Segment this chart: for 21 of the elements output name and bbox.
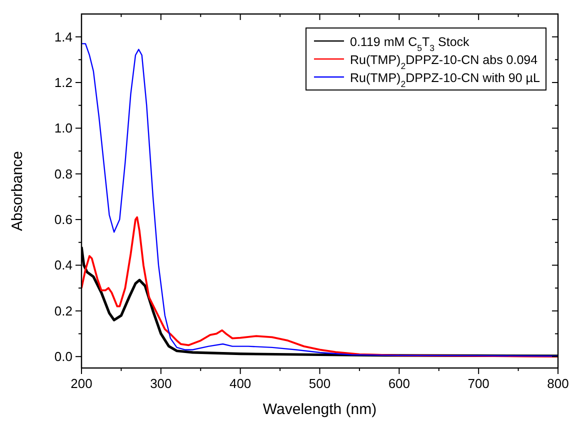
y-tick-label: 1.0 <box>54 120 72 136</box>
y-tick-label: 0.4 <box>54 258 72 273</box>
y-tick-label: 1.4 <box>54 29 72 44</box>
x-tick-label: 700 <box>468 376 490 391</box>
x-tick-label: 800 <box>547 376 569 391</box>
y-tick-label: 1.2 <box>54 75 72 90</box>
y-tick-label: 0.0 <box>54 349 72 364</box>
x-axis-title: Wavelength (nm) <box>262 401 377 418</box>
x-tick-label: 200 <box>70 376 92 391</box>
x-tick-label: 400 <box>229 376 252 391</box>
y-tick-label: 0.8 <box>54 166 72 182</box>
legend-label: Ru(TMP)$_{2}$DPPZ-10-CN abs 0.094 <box>350 53 538 71</box>
x-tick-label: 300 <box>150 376 172 391</box>
x-tick-label: 500 <box>308 376 331 391</box>
line-series <box>82 216 558 358</box>
y-tick-label: 0.6 <box>54 212 72 228</box>
y-axis-title: Absorbance <box>9 150 26 232</box>
x-tick-label: 600 <box>388 376 410 391</box>
legend-label: 0.119 mM C$_{5}$T$_{3}$ Stock <box>350 35 470 53</box>
y-tick-label: 0.2 <box>54 303 72 318</box>
legend-label: Ru(TMP)$_{2}$DPPZ-10-CN with 90 µL <box>350 71 540 89</box>
